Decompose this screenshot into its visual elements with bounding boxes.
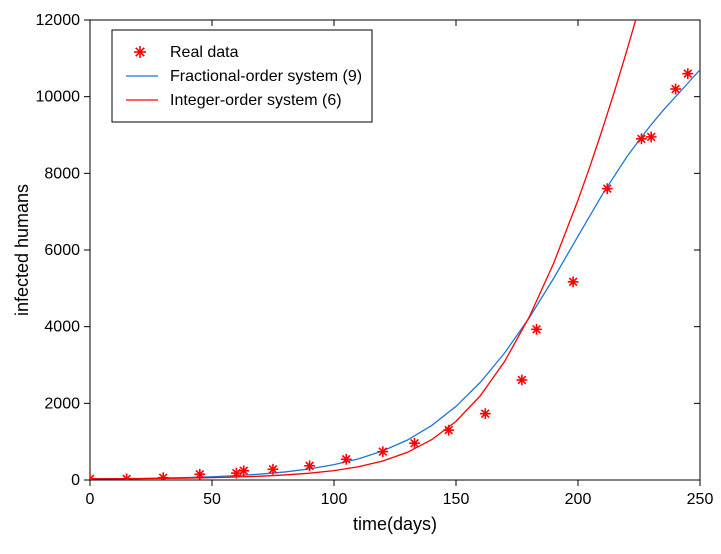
legend-label: Integer-order system (6) — [170, 92, 342, 109]
chart-svg: 0 50 100 150 200 250 0 2000 4000 6000 8000 10000 120… — [0, 0, 721, 554]
legend-label: Real data — [170, 44, 239, 61]
legend-label: Fractional-order system (9) — [170, 68, 362, 85]
y-axis-label: infected humans — [12, 184, 32, 316]
data-point-marker — [304, 460, 315, 471]
x-tick-label: 250 — [687, 491, 714, 508]
data-point-marker — [568, 276, 579, 287]
x-tick-label: 0 — [86, 491, 95, 508]
data-point-marker — [443, 425, 454, 436]
data-point-marker — [682, 68, 693, 79]
data-point-marker — [194, 469, 205, 480]
x-tick-label: 100 — [321, 491, 348, 508]
data-point-marker — [121, 473, 132, 484]
data-point-marker — [480, 408, 491, 419]
data-point-marker — [409, 438, 420, 449]
y-tick-label: 8000 — [44, 165, 80, 182]
y-tick-label: 4000 — [44, 319, 80, 336]
data-point-marker — [238, 465, 249, 476]
x-tick-label: 50 — [203, 491, 221, 508]
data-point-marker — [377, 446, 388, 457]
data-point-marker — [602, 183, 613, 194]
y-tick-label: 2000 — [44, 395, 80, 412]
x-tick-label: 150 — [443, 491, 470, 508]
data-point-marker — [268, 464, 279, 475]
data-point-marker — [636, 133, 647, 144]
data-point-marker — [158, 472, 169, 483]
data-point-marker — [516, 375, 527, 386]
chart-container: 0 50 100 150 200 250 0 2000 4000 6000 8000 10000 120… — [0, 0, 721, 554]
x-axis-label: time(days) — [353, 514, 437, 534]
data-point-marker — [231, 468, 242, 479]
data-point-marker — [670, 84, 681, 95]
y-tick-label: 0 — [71, 472, 80, 489]
legend: Real data Fractional-order system (9) Inte… — [112, 30, 372, 122]
y-tick-label: 10000 — [36, 89, 81, 106]
y-tick-label: 6000 — [44, 242, 80, 259]
data-point-marker — [531, 324, 542, 335]
legend-marker-icon — [134, 46, 146, 58]
fractional-line — [90, 70, 700, 479]
data-point-marker — [341, 454, 352, 465]
y-tick-label: 12000 — [36, 12, 81, 29]
x-tick-label: 200 — [565, 491, 592, 508]
data-point-marker — [646, 132, 657, 143]
